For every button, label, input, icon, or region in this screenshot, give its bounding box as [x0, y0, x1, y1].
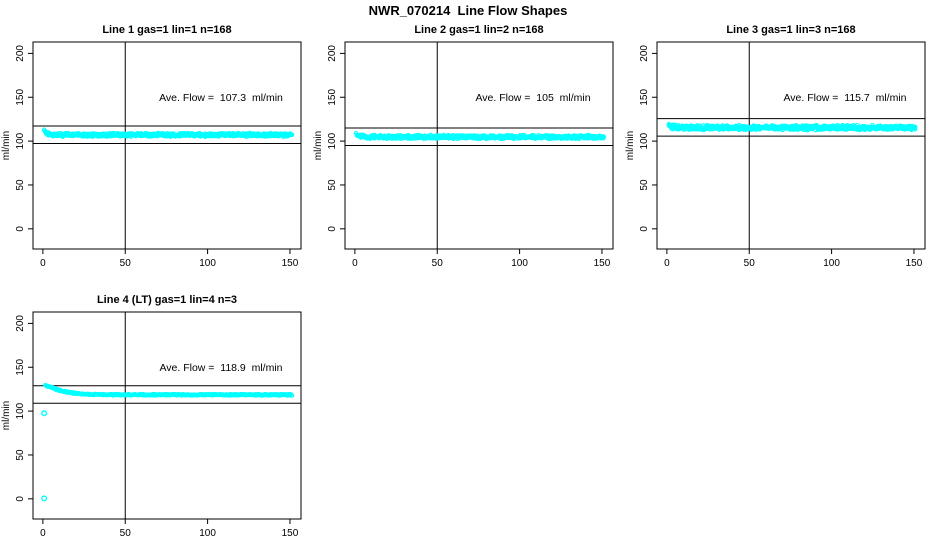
x-tick-label: 0 [664, 258, 670, 269]
y-tick-label: 200 [15, 45, 26, 62]
y-tick-label: 50 [15, 449, 26, 461]
avg-flow-annotation: Ave. Flow = 118.9 ml/min [159, 362, 282, 374]
y-tick-label: 0 [15, 226, 26, 232]
flow-panel-1: Line 1 gas=1 lin=1 n=168 0 50 100 150 0 50 100 1… [1, 24, 302, 269]
avg-flow-annotation: Ave. Flow = 115.7 ml/min [783, 92, 906, 104]
y-tick-label: 200 [15, 315, 26, 332]
plot-box [344, 41, 614, 250]
x-tick-label: 50 [432, 258, 444, 269]
y-tick-label: 150 [15, 359, 26, 376]
x-tick-label: 150 [282, 528, 299, 539]
avg-flow-annotation: Ave. Flow = 107.3 ml/min [159, 92, 283, 104]
data-point [289, 132, 295, 138]
flow-panel-4: Line 4 (LT) gas=1 lin=4 n=3 0 50 100 150 0 50 1… [1, 294, 302, 539]
y-tick-label: 0 [15, 496, 26, 502]
y-tick-label: 150 [327, 89, 338, 106]
panel-title: Line 2 gas=1 lin=2 n=168 [414, 24, 543, 36]
data-point [289, 393, 295, 398]
x-tick-label: 100 [199, 528, 216, 539]
panel-title: Line 3 gas=1 lin=3 n=168 [726, 24, 855, 36]
panel-title: Line 4 (LT) gas=1 lin=4 n=3 [97, 294, 237, 306]
y-tick-label: 150 [15, 89, 26, 106]
data-point [601, 134, 607, 140]
y-tick-label: 200 [327, 45, 338, 62]
y-axis-title: ml/min [1, 131, 12, 160]
y-tick-label: 100 [15, 132, 26, 149]
page-title: NWR_070214 Line Flow Shapes [368, 3, 568, 18]
y-tick-label: 100 [327, 132, 338, 149]
x-tick-label: 100 [511, 258, 528, 269]
y-tick-label: 0 [327, 226, 338, 232]
flow-panel-3: Line 3 gas=1 lin=3 n=168 0 50 100 150 0 50 100 1… [625, 24, 926, 269]
y-tick-label: 50 [15, 179, 26, 191]
x-tick-label: 100 [823, 258, 840, 269]
x-tick-label: 0 [352, 258, 358, 269]
y-tick-label: 0 [639, 226, 650, 232]
x-tick-label: 0 [40, 528, 46, 539]
y-tick-label: 50 [639, 179, 650, 191]
y-tick-label: 100 [639, 132, 650, 149]
x-tick-label: 50 [120, 258, 132, 269]
panel-title: Line 1 gas=1 lin=1 n=168 [102, 24, 231, 36]
y-tick-label: 150 [639, 89, 650, 106]
x-tick-label: 50 [120, 528, 132, 539]
plot-box [32, 41, 302, 250]
data-point [912, 125, 918, 130]
x-tick-label: 150 [594, 258, 611, 269]
y-tick-label: 200 [639, 45, 650, 62]
plot-box [32, 311, 302, 520]
y-axis-title: ml/min [1, 401, 12, 430]
x-tick-label: 100 [199, 258, 216, 269]
outlier-point [41, 495, 48, 502]
x-tick-label: 50 [744, 258, 756, 269]
y-axis-title: ml/min [625, 131, 636, 160]
y-axis-title: ml/min [313, 131, 324, 160]
x-tick-label: 150 [282, 258, 299, 269]
plot-box [656, 41, 926, 250]
flow-panel-2: Line 2 gas=1 lin=2 n=168 0 50 100 150 0 50 100 1… [313, 24, 614, 269]
y-tick-label: 100 [15, 402, 26, 419]
x-tick-label: 150 [906, 258, 923, 269]
avg-flow-annotation: Ave. Flow = 105 ml/min [475, 92, 590, 104]
x-tick-label: 0 [40, 258, 46, 269]
y-tick-label: 50 [327, 179, 338, 191]
outlier-point [41, 410, 48, 417]
data-point [912, 127, 918, 132]
